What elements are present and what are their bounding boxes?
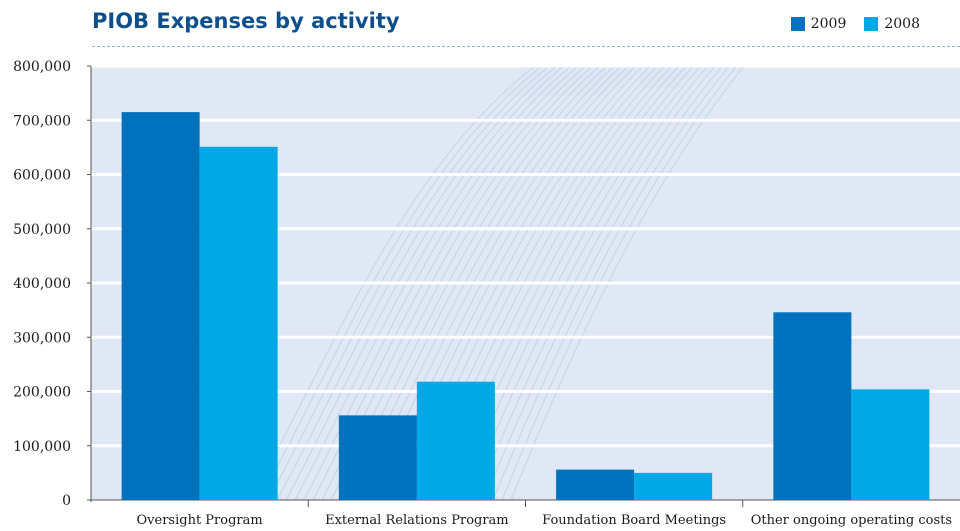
x-category-label: Foundation Board Meetings (542, 513, 726, 528)
y-tick-label: 400,000 (13, 276, 71, 292)
bar-2008 (851, 389, 930, 500)
bar-2009 (773, 312, 852, 500)
x-category-label: Oversight Program (137, 513, 263, 528)
legend-label-2009: 2009 (810, 16, 847, 32)
legend-label-2008: 2008 (884, 16, 920, 32)
y-tick-label: 300,000 (13, 330, 71, 346)
x-category-label: Other ongoing operating costs (751, 513, 952, 528)
background-swoosh (249, 65, 745, 501)
x-category-label: External Relations Program (325, 513, 509, 528)
bar-2009 (338, 415, 417, 500)
y-tick-label: 700,000 (13, 113, 71, 129)
legend-swatch-2009 (790, 17, 805, 31)
y-tick-label: 200,000 (13, 385, 71, 401)
y-tick-label: 100,000 (13, 439, 71, 455)
legend-item-2008: 2008 (864, 16, 920, 32)
y-tick-label: 0 (62, 493, 71, 509)
chart-title: PIOB Expenses by activity (92, 9, 400, 33)
y-tick-label: 600,000 (13, 168, 71, 184)
bar-2008 (416, 381, 495, 500)
legend: 2009 2008 (790, 16, 920, 32)
bar-2009 (121, 112, 200, 501)
y-tick-label: 800,000 (13, 59, 71, 75)
y-tick-label: 500,000 (13, 222, 71, 238)
bar-2009 (556, 469, 635, 500)
title-divider (92, 46, 960, 47)
legend-item-2009: 2009 (790, 16, 847, 32)
bar-2008 (199, 146, 278, 500)
legend-swatch-2008 (864, 17, 879, 31)
bar-2008 (634, 472, 713, 500)
